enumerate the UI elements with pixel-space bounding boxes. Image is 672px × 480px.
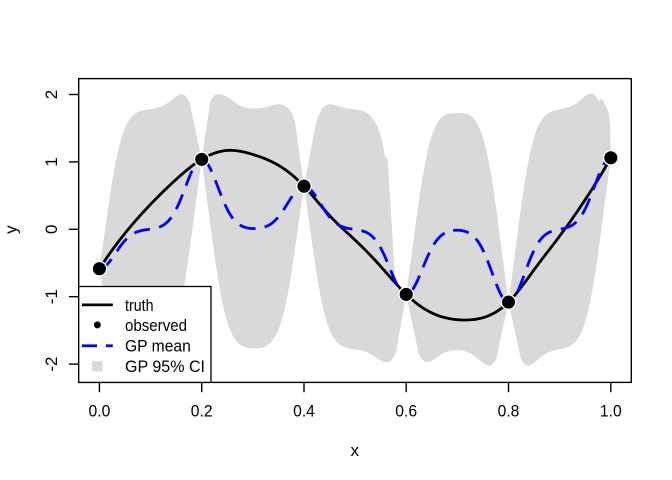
svg-text:1.0: 1.0 <box>600 402 622 421</box>
svg-text:-1: -1 <box>42 289 61 304</box>
svg-text:x: x <box>350 441 359 460</box>
svg-text:0.0: 0.0 <box>89 402 111 421</box>
svg-text:GP 95% CI: GP 95% CI <box>125 357 205 376</box>
svg-text:truth: truth <box>125 296 154 315</box>
svg-text:-2: -2 <box>42 357 61 372</box>
svg-text:0: 0 <box>42 225 61 234</box>
svg-text:0.6: 0.6 <box>395 402 417 421</box>
svg-text:0.8: 0.8 <box>498 402 520 421</box>
svg-text:GP mean: GP mean <box>125 337 191 356</box>
svg-text:0.4: 0.4 <box>293 402 315 421</box>
svg-text:y: y <box>2 225 21 234</box>
svg-text:1: 1 <box>42 157 61 166</box>
svg-text:0.2: 0.2 <box>191 402 213 421</box>
svg-text:2: 2 <box>42 90 61 99</box>
svg-text:observed: observed <box>125 316 187 335</box>
